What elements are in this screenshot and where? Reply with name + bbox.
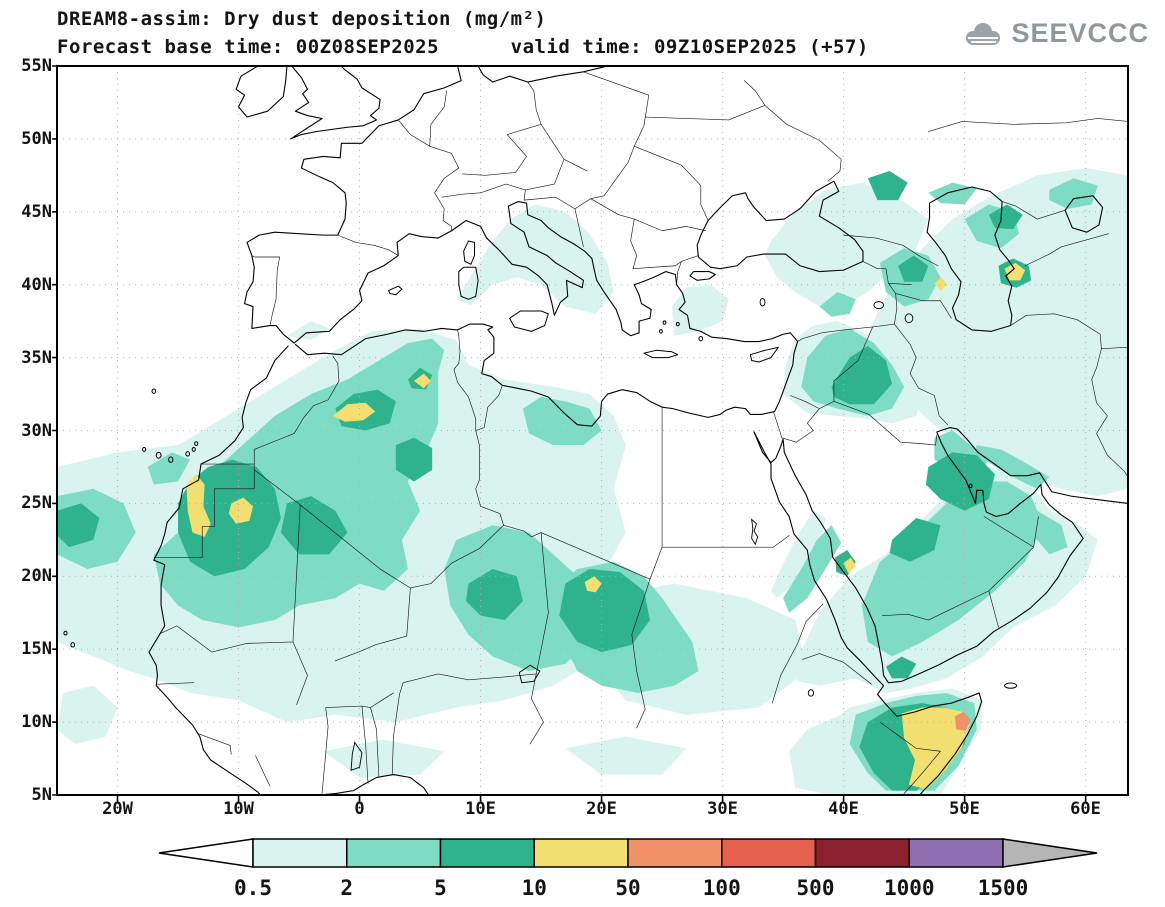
lat-tick-label: 30N — [6, 422, 52, 440]
lat-tick-label: 40N — [6, 276, 52, 294]
cloud-icon — [960, 19, 1004, 49]
colorbar-arrow-left — [159, 839, 253, 867]
colorbar-level-label: 5 — [434, 876, 447, 900]
lon-tick-label: 10W — [208, 800, 270, 818]
colorbar-level-label: 10 — [522, 876, 547, 900]
border-line — [633, 256, 698, 285]
border-line — [398, 120, 459, 231]
island-mallorca — [389, 286, 402, 295]
lat-tick-label: 55N — [6, 57, 52, 75]
lon-tick-label: 20W — [87, 800, 149, 818]
border-line — [442, 184, 526, 200]
lake-tana — [808, 690, 813, 696]
lon-tick-label: 50E — [934, 800, 996, 818]
colorbar-segment — [347, 839, 441, 867]
border-line — [634, 146, 708, 220]
colorbar-level-label: 1500 — [978, 876, 1029, 900]
border-line — [462, 82, 541, 175]
border-line — [928, 118, 1128, 131]
border-line — [430, 91, 447, 146]
coastline-ireland — [236, 66, 287, 117]
border-line — [631, 219, 637, 269]
colorbar-level-label: 500 — [797, 876, 835, 900]
colorbar-legend: 0.5 2 5 10 50 100 500 1000 1500 — [0, 833, 1165, 907]
colorbar-segment — [534, 839, 628, 867]
colorbar-arrow-right — [1003, 839, 1097, 867]
dust-area — [323, 740, 444, 778]
island-crete — [644, 350, 678, 357]
coastline-gulf-of-guinea — [318, 775, 428, 795]
coastline-great-britain — [291, 66, 381, 139]
colorbar-level-label: 2 — [340, 876, 353, 900]
colorbar-level-label: 0.5 — [234, 876, 272, 900]
island-dot — [659, 330, 662, 333]
lat-tick-label: 35N — [6, 349, 52, 367]
border-line — [645, 81, 841, 182]
island-dot — [152, 389, 156, 393]
lat-tick-label: 5N — [6, 786, 52, 804]
dust-area — [57, 686, 118, 744]
coastline-baltic — [478, 66, 607, 82]
island-sicily — [510, 311, 549, 331]
border-line — [634, 219, 705, 231]
map-canvas — [57, 66, 1128, 795]
colorbar-segment — [628, 839, 722, 867]
colorbar-level-label: 100 — [703, 876, 741, 900]
island-cyprus — [750, 347, 778, 362]
colorbar-segment — [253, 839, 347, 867]
dust-area — [928, 183, 976, 205]
border-line — [338, 235, 399, 255]
lon-tick-label: 30E — [692, 800, 754, 818]
lat-tick-label: 10N — [6, 713, 52, 731]
lon-tick-label: 60E — [1055, 800, 1117, 818]
colorbar-segment — [441, 839, 535, 867]
lat-tick-label: 50N — [6, 130, 52, 148]
plot-title: DREAM8-assim: Dry dust deposition (mg/m²… — [57, 8, 547, 30]
coastline-sea-of-marmara — [690, 272, 715, 281]
dust-area — [565, 737, 686, 775]
seevccc-logo: SEEVCCC — [960, 18, 1149, 49]
lake-tuz — [760, 298, 765, 306]
lon-tick-label: 20E — [571, 800, 633, 818]
border-line — [541, 124, 587, 171]
island-socotra — [1005, 683, 1017, 688]
island-corsica — [464, 241, 475, 264]
border-line — [662, 407, 789, 547]
dust-area — [456, 205, 613, 314]
border-line — [252, 256, 280, 326]
island-dot — [663, 321, 666, 324]
forecast-time-line: Forecast base time: 00Z08SEP2025 valid t… — [57, 36, 869, 58]
colorbar-segment — [722, 839, 816, 867]
lake-nasser — [752, 519, 758, 544]
lat-tick-label: 25N — [6, 494, 52, 512]
lat-tick-label: 45N — [6, 203, 52, 221]
lat-tick-label: 20N — [6, 567, 52, 585]
colorbar-segment — [909, 839, 1003, 867]
colorbar-level-label: 50 — [615, 876, 640, 900]
border-line — [591, 199, 635, 219]
lat-tick-label: 15N — [6, 640, 52, 658]
dust-map-svg — [57, 66, 1128, 795]
lon-tick-label: 0 — [329, 800, 391, 818]
colorbar-level-label: 1000 — [884, 876, 935, 900]
logo-text: SEEVCCC — [1011, 18, 1149, 49]
coastline-atlantic-europe — [245, 66, 462, 343]
border-line — [525, 159, 564, 190]
dust-area — [287, 321, 329, 340]
border-line — [773, 412, 781, 438]
colorbar-segment — [816, 839, 910, 867]
lon-tick-label: 10E — [450, 800, 512, 818]
island-dot — [699, 336, 703, 340]
lon-tick-label: 40E — [813, 800, 875, 818]
border-line — [583, 72, 648, 196]
